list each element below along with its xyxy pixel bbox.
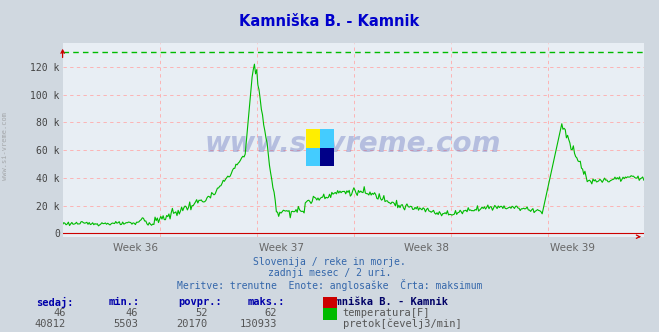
Text: Meritve: trenutne  Enote: anglosaške  Črta: maksimum: Meritve: trenutne Enote: anglosaške Črta… (177, 279, 482, 290)
Text: sedaj:: sedaj: (36, 297, 74, 308)
Text: www.si-vreme.com: www.si-vreme.com (205, 130, 501, 158)
Text: 5503: 5503 (113, 319, 138, 329)
Text: povpr.:: povpr.: (178, 297, 221, 307)
Text: 46: 46 (53, 308, 66, 318)
Text: 20170: 20170 (177, 319, 208, 329)
Text: min.:: min.: (109, 297, 140, 307)
Text: maks.:: maks.: (247, 297, 285, 307)
Text: pretok[čevelj3/min]: pretok[čevelj3/min] (343, 319, 461, 329)
Text: www.si-vreme.com: www.si-vreme.com (2, 112, 9, 180)
Text: Slovenija / reke in morje.: Slovenija / reke in morje. (253, 257, 406, 267)
Text: Kamniška B. - Kamnik: Kamniška B. - Kamnik (239, 14, 420, 29)
Text: 40812: 40812 (35, 319, 66, 329)
Text: Kamniška B. - Kamnik: Kamniška B. - Kamnik (323, 297, 448, 307)
Text: 130933: 130933 (239, 319, 277, 329)
Text: 62: 62 (264, 308, 277, 318)
Text: 46: 46 (126, 308, 138, 318)
Text: temperatura[F]: temperatura[F] (343, 308, 430, 318)
Text: zadnji mesec / 2 uri.: zadnji mesec / 2 uri. (268, 268, 391, 278)
Text: 52: 52 (195, 308, 208, 318)
